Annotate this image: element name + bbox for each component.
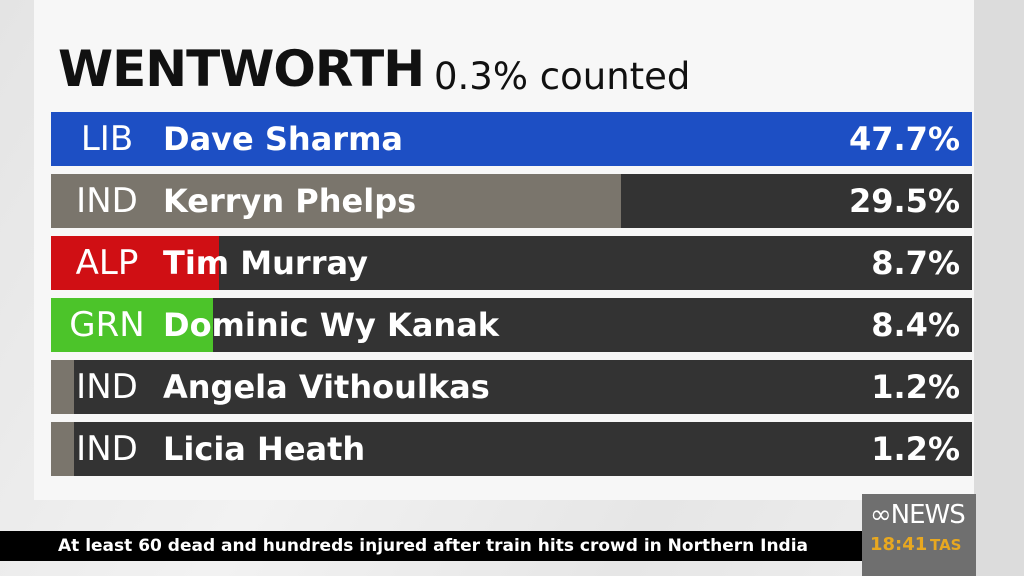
candidate-row: IND Licia Heath 1.2% bbox=[51, 422, 972, 476]
vote-bar bbox=[51, 360, 75, 414]
vote-percentage: 47.7% bbox=[848, 120, 960, 158]
candidate-name: Licia Heath bbox=[163, 430, 366, 468]
timezone: TAS bbox=[930, 536, 962, 554]
news-ticker: At least 60 dead and hundreds injured af… bbox=[0, 531, 862, 561]
vote-percentage: 1.2% bbox=[871, 368, 960, 406]
vote-bar bbox=[51, 298, 214, 352]
clock: 18:41 bbox=[870, 534, 928, 555]
counted-status: 0.3% counted bbox=[434, 55, 691, 98]
ticker-text: At least 60 dead and hundreds injured af… bbox=[58, 536, 809, 556]
party-label: ALP bbox=[75, 243, 139, 283]
candidate-name: Angela Vithoulkas bbox=[163, 368, 490, 406]
vote-percentage: 8.4% bbox=[871, 306, 960, 344]
electorate-title: WENTWORTH bbox=[58, 40, 425, 98]
party-label: IND bbox=[76, 367, 138, 407]
abc-news-logo: ∞NEWS bbox=[870, 500, 966, 530]
candidate-name: Dave Sharma bbox=[163, 120, 403, 158]
vote-bar bbox=[51, 236, 219, 290]
candidate-row: LIB Dave Sharma 47.7% bbox=[51, 112, 972, 166]
vote-percentage: 8.7% bbox=[871, 244, 960, 282]
candidate-row: IND Kerryn Phelps 29.5% bbox=[51, 174, 972, 228]
party-label: IND bbox=[76, 181, 138, 221]
party-label: GRN bbox=[69, 305, 145, 345]
candidate-name: Dominic Wy Kanak bbox=[163, 306, 500, 344]
party-label: IND bbox=[76, 429, 138, 469]
background-strip bbox=[974, 0, 1024, 576]
candidate-name: Kerryn Phelps bbox=[163, 182, 417, 220]
candidate-row: ALP Tim Murray 8.7% bbox=[51, 236, 972, 290]
vote-percentage: 29.5% bbox=[848, 182, 960, 220]
vote-bar bbox=[51, 422, 75, 476]
vote-bar bbox=[51, 174, 621, 228]
vote-bar bbox=[51, 112, 972, 166]
party-label: LIB bbox=[80, 119, 134, 159]
candidate-row: IND Angela Vithoulkas 1.2% bbox=[51, 360, 972, 414]
abc-logo-icon: ∞ bbox=[870, 500, 892, 530]
candidate-name: Tim Murray bbox=[163, 244, 368, 282]
vote-percentage: 1.2% bbox=[871, 430, 960, 468]
candidate-row: GRN Dominic Wy Kanak 8.4% bbox=[51, 298, 972, 352]
abc-news-bug: ∞NEWS 18:41 TAS bbox=[862, 494, 976, 576]
